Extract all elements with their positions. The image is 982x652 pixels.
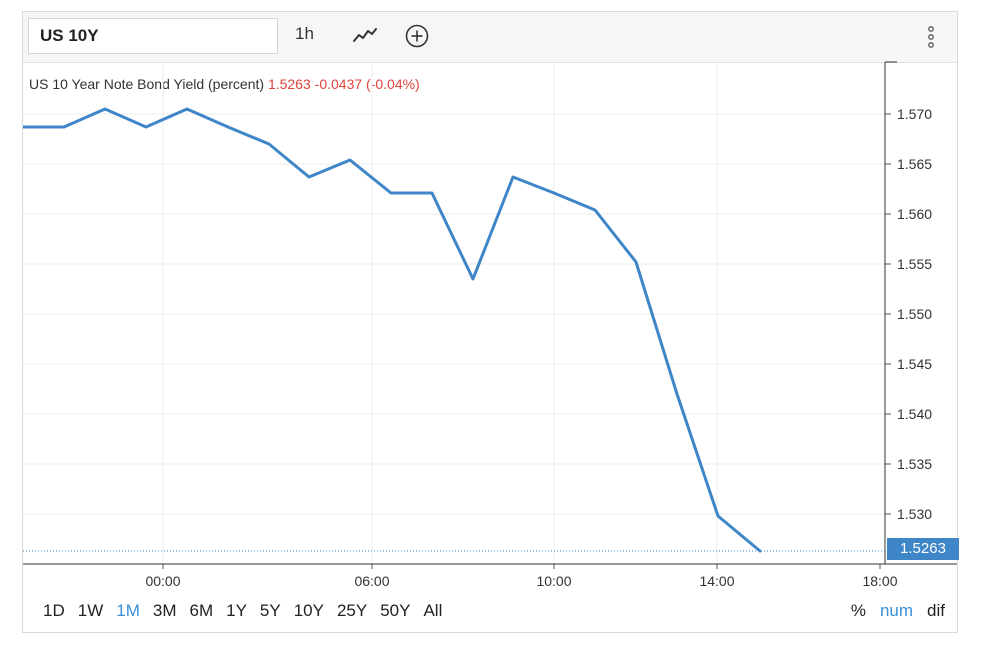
- range-button-1m[interactable]: 1M: [116, 601, 140, 620]
- plus-circle-icon[interactable]: [403, 22, 431, 50]
- x-tick-label: 14:00: [699, 573, 734, 589]
- range-button-10y[interactable]: 10Y: [293, 601, 324, 620]
- line-chart[interactable]: 1.570 1.565 1.560 1.555 1.550 1.545 1.540 1.535…: [23, 12, 957, 632]
- scale-mode-selector: % num dif: [837, 601, 945, 621]
- x-tick-label: 18:00: [862, 573, 897, 589]
- data-point: [265, 140, 273, 148]
- range-button-25y[interactable]: 25Y: [336, 601, 368, 620]
- legend-title: US 10 Year Note Bond Yield (percent): [29, 76, 265, 92]
- y-tick-label: 1.550: [897, 306, 932, 322]
- range-button-6m[interactable]: 6M: [189, 601, 214, 620]
- data-point: [60, 123, 68, 131]
- data-point: [305, 173, 313, 181]
- range-button-1y[interactable]: 1Y: [226, 601, 247, 620]
- chart-widget: US 10Y 1h US 10 Year Note Bond Yield (pe…: [22, 11, 959, 633]
- data-point: [224, 123, 232, 131]
- data-point: [183, 105, 191, 113]
- y-tick-label: 1.540: [897, 406, 932, 422]
- x-tick-label: 06:00: [354, 573, 389, 589]
- scale-mode-dif[interactable]: dif: [927, 601, 945, 620]
- range-button-5y[interactable]: 5Y: [259, 601, 281, 620]
- range-selector: 1D 1W 1M 3M 6M 1Y 5Y 10Y 25Y 50Y All: [43, 601, 455, 621]
- range-button-1w[interactable]: 1W: [77, 601, 104, 620]
- data-point: [714, 512, 722, 520]
- scale-mode-percent[interactable]: %: [850, 601, 866, 620]
- x-tick-label: 00:00: [145, 573, 180, 589]
- chart-legend: US 10 Year Note Bond Yield (percent) 1.5…: [29, 76, 420, 92]
- x-tick-label: 10:00: [536, 573, 571, 589]
- data-point: [632, 258, 640, 266]
- range-button-1d[interactable]: 1D: [43, 601, 65, 620]
- data-point: [142, 123, 150, 131]
- data-point: [23, 123, 27, 131]
- y-tick-label: 1.530: [897, 506, 932, 522]
- more-vertical-icon[interactable]: [927, 24, 935, 50]
- range-button-3m[interactable]: 3M: [152, 601, 177, 620]
- data-point: [428, 189, 436, 197]
- data-point: [550, 189, 558, 197]
- y-tick-label: 1.560: [897, 206, 932, 222]
- range-button-50y[interactable]: 50Y: [380, 601, 411, 620]
- line-chart-icon[interactable]: [351, 22, 379, 50]
- legend-last: 1.5263: [267, 76, 311, 92]
- chart-toolbar: US 10Y 1h: [23, 12, 957, 63]
- y-tick-label: 1.570: [897, 106, 932, 122]
- data-point: [387, 189, 395, 197]
- scale-mode-num[interactable]: num: [879, 601, 914, 620]
- series-line: [23, 107, 762, 553]
- data-point: [469, 275, 477, 283]
- data-point: [346, 156, 354, 164]
- range-button-all[interactable]: All: [423, 601, 443, 620]
- data-point: [591, 206, 599, 214]
- last-price-tag: 1.5263: [887, 538, 959, 560]
- data-point: [101, 105, 109, 113]
- legend-change-pct: (-0.04%): [366, 76, 420, 92]
- data-point: [509, 173, 517, 181]
- y-tick-label: 1.565: [897, 156, 932, 172]
- y-tick-label: 1.545: [897, 356, 932, 372]
- y-tick-label: 1.535: [897, 456, 932, 472]
- data-point: [673, 390, 681, 398]
- legend-change: -0.0437: [314, 76, 363, 92]
- symbol-input[interactable]: US 10Y: [28, 18, 278, 54]
- data-point: [756, 547, 764, 555]
- y-tick-label: 1.555: [897, 256, 932, 272]
- interval-selector[interactable]: 1h: [295, 24, 314, 43]
